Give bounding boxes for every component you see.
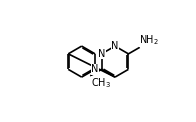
Text: NH$_2$: NH$_2$ [140,33,159,47]
Text: N: N [91,64,99,74]
Text: N: N [98,49,105,59]
Text: CH$_3$: CH$_3$ [92,76,112,90]
Text: N: N [111,41,119,51]
